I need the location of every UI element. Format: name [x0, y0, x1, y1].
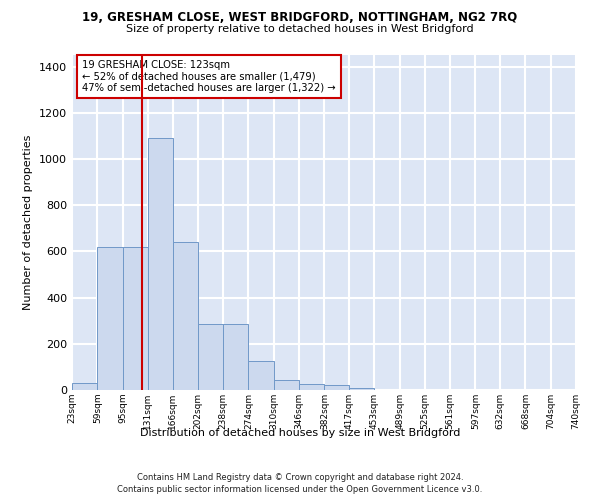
Bar	[325, 386, 349, 390]
Bar	[223, 324, 248, 390]
Bar	[72, 383, 97, 390]
Text: 19 GRESHAM CLOSE: 123sqm
← 52% of detached houses are smaller (1,479)
47% of sem: 19 GRESHAM CLOSE: 123sqm ← 52% of detach…	[82, 60, 336, 93]
Text: Size of property relative to detached houses in West Bridgford: Size of property relative to detached ho…	[126, 24, 474, 34]
Bar	[274, 380, 299, 390]
Text: Contains public sector information licensed under the Open Government Licence v3: Contains public sector information licen…	[118, 485, 482, 494]
Bar	[173, 242, 198, 390]
Bar	[299, 384, 325, 390]
Bar	[248, 361, 274, 390]
Bar	[198, 324, 223, 390]
Bar	[122, 247, 148, 390]
Text: 19, GRESHAM CLOSE, WEST BRIDGFORD, NOTTINGHAM, NG2 7RQ: 19, GRESHAM CLOSE, WEST BRIDGFORD, NOTTI…	[82, 11, 518, 24]
Text: Contains HM Land Registry data © Crown copyright and database right 2024.: Contains HM Land Registry data © Crown c…	[137, 472, 463, 482]
Bar	[97, 247, 122, 390]
Y-axis label: Number of detached properties: Number of detached properties	[23, 135, 34, 310]
Bar	[349, 388, 374, 390]
Text: Distribution of detached houses by size in West Bridgford: Distribution of detached houses by size …	[140, 428, 460, 438]
Bar	[148, 138, 173, 390]
